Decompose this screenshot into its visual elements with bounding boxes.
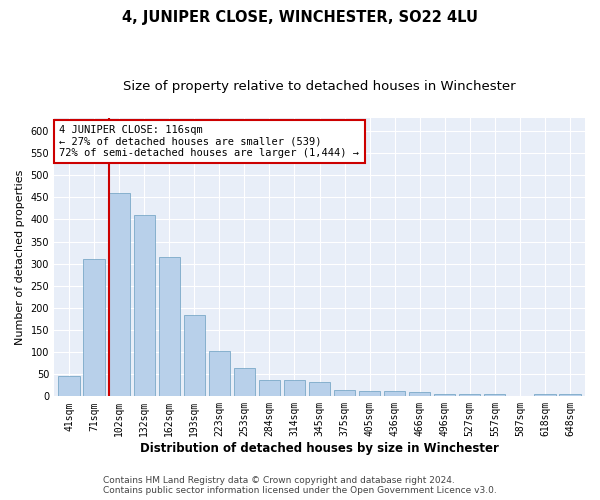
Bar	[409, 392, 430, 396]
Bar	[434, 394, 455, 396]
Title: Size of property relative to detached houses in Winchester: Size of property relative to detached ho…	[123, 80, 516, 93]
Text: 4 JUNIPER CLOSE: 116sqm
← 27% of detached houses are smaller (539)
72% of semi-d: 4 JUNIPER CLOSE: 116sqm ← 27% of detache…	[59, 124, 359, 158]
Bar	[158, 257, 180, 396]
Bar	[58, 376, 80, 396]
Bar	[234, 368, 255, 396]
Text: Contains HM Land Registry data © Crown copyright and database right 2024.
Contai: Contains HM Land Registry data © Crown c…	[103, 476, 497, 495]
Bar	[459, 394, 481, 396]
Bar	[309, 382, 330, 396]
Bar	[534, 394, 556, 396]
Bar	[83, 260, 105, 396]
Bar	[134, 215, 155, 396]
Bar	[384, 391, 406, 396]
Bar	[334, 390, 355, 396]
Bar	[484, 394, 505, 396]
Bar	[284, 380, 305, 396]
Text: 4, JUNIPER CLOSE, WINCHESTER, SO22 4LU: 4, JUNIPER CLOSE, WINCHESTER, SO22 4LU	[122, 10, 478, 25]
Bar	[259, 380, 280, 396]
Bar	[209, 351, 230, 397]
Y-axis label: Number of detached properties: Number of detached properties	[15, 170, 25, 344]
Bar	[184, 314, 205, 396]
Bar	[359, 391, 380, 396]
Bar	[559, 394, 581, 396]
X-axis label: Distribution of detached houses by size in Winchester: Distribution of detached houses by size …	[140, 442, 499, 455]
Bar	[109, 193, 130, 396]
